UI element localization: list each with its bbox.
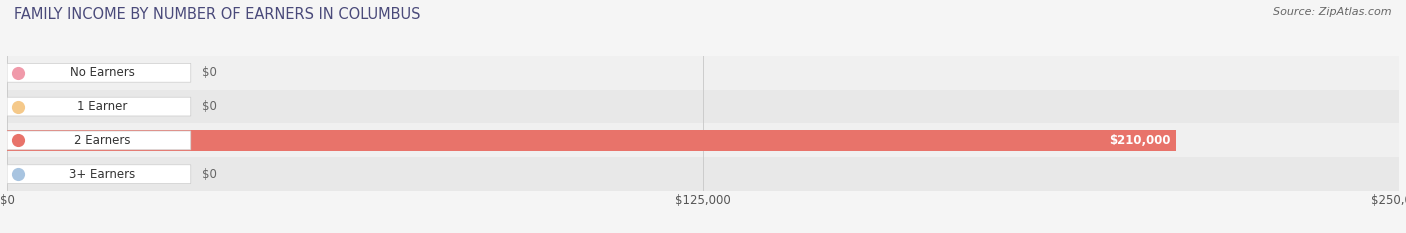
Point (7, 138, 30, 142)
Text: FAMILY INCOME BY NUMBER OF EARNERS IN COLUMBUS: FAMILY INCOME BY NUMBER OF EARNERS IN CO… (14, 7, 420, 22)
FancyBboxPatch shape (7, 131, 191, 150)
Text: 2 Earners: 2 Earners (75, 134, 131, 147)
Bar (7, 130, 1177, 151)
Point (7, 105, 30, 109)
Text: Source: ZipAtlas.com: Source: ZipAtlas.com (1274, 7, 1392, 17)
Point (7, 71, 30, 75)
FancyBboxPatch shape (7, 63, 191, 82)
Text: $0: $0 (202, 168, 217, 181)
Text: $210,000: $210,000 (1109, 134, 1171, 147)
Point (7, 172, 30, 176)
Bar (7, 157, 1399, 191)
Text: $0: $0 (202, 100, 217, 113)
Bar (7, 90, 1399, 123)
Bar (7, 123, 1399, 157)
Text: 3+ Earners: 3+ Earners (69, 168, 136, 181)
Bar (7, 56, 1399, 90)
Text: No Earners: No Earners (70, 66, 135, 79)
Text: $0: $0 (202, 66, 217, 79)
FancyBboxPatch shape (7, 165, 191, 184)
FancyBboxPatch shape (7, 97, 191, 116)
Text: 1 Earner: 1 Earner (77, 100, 128, 113)
